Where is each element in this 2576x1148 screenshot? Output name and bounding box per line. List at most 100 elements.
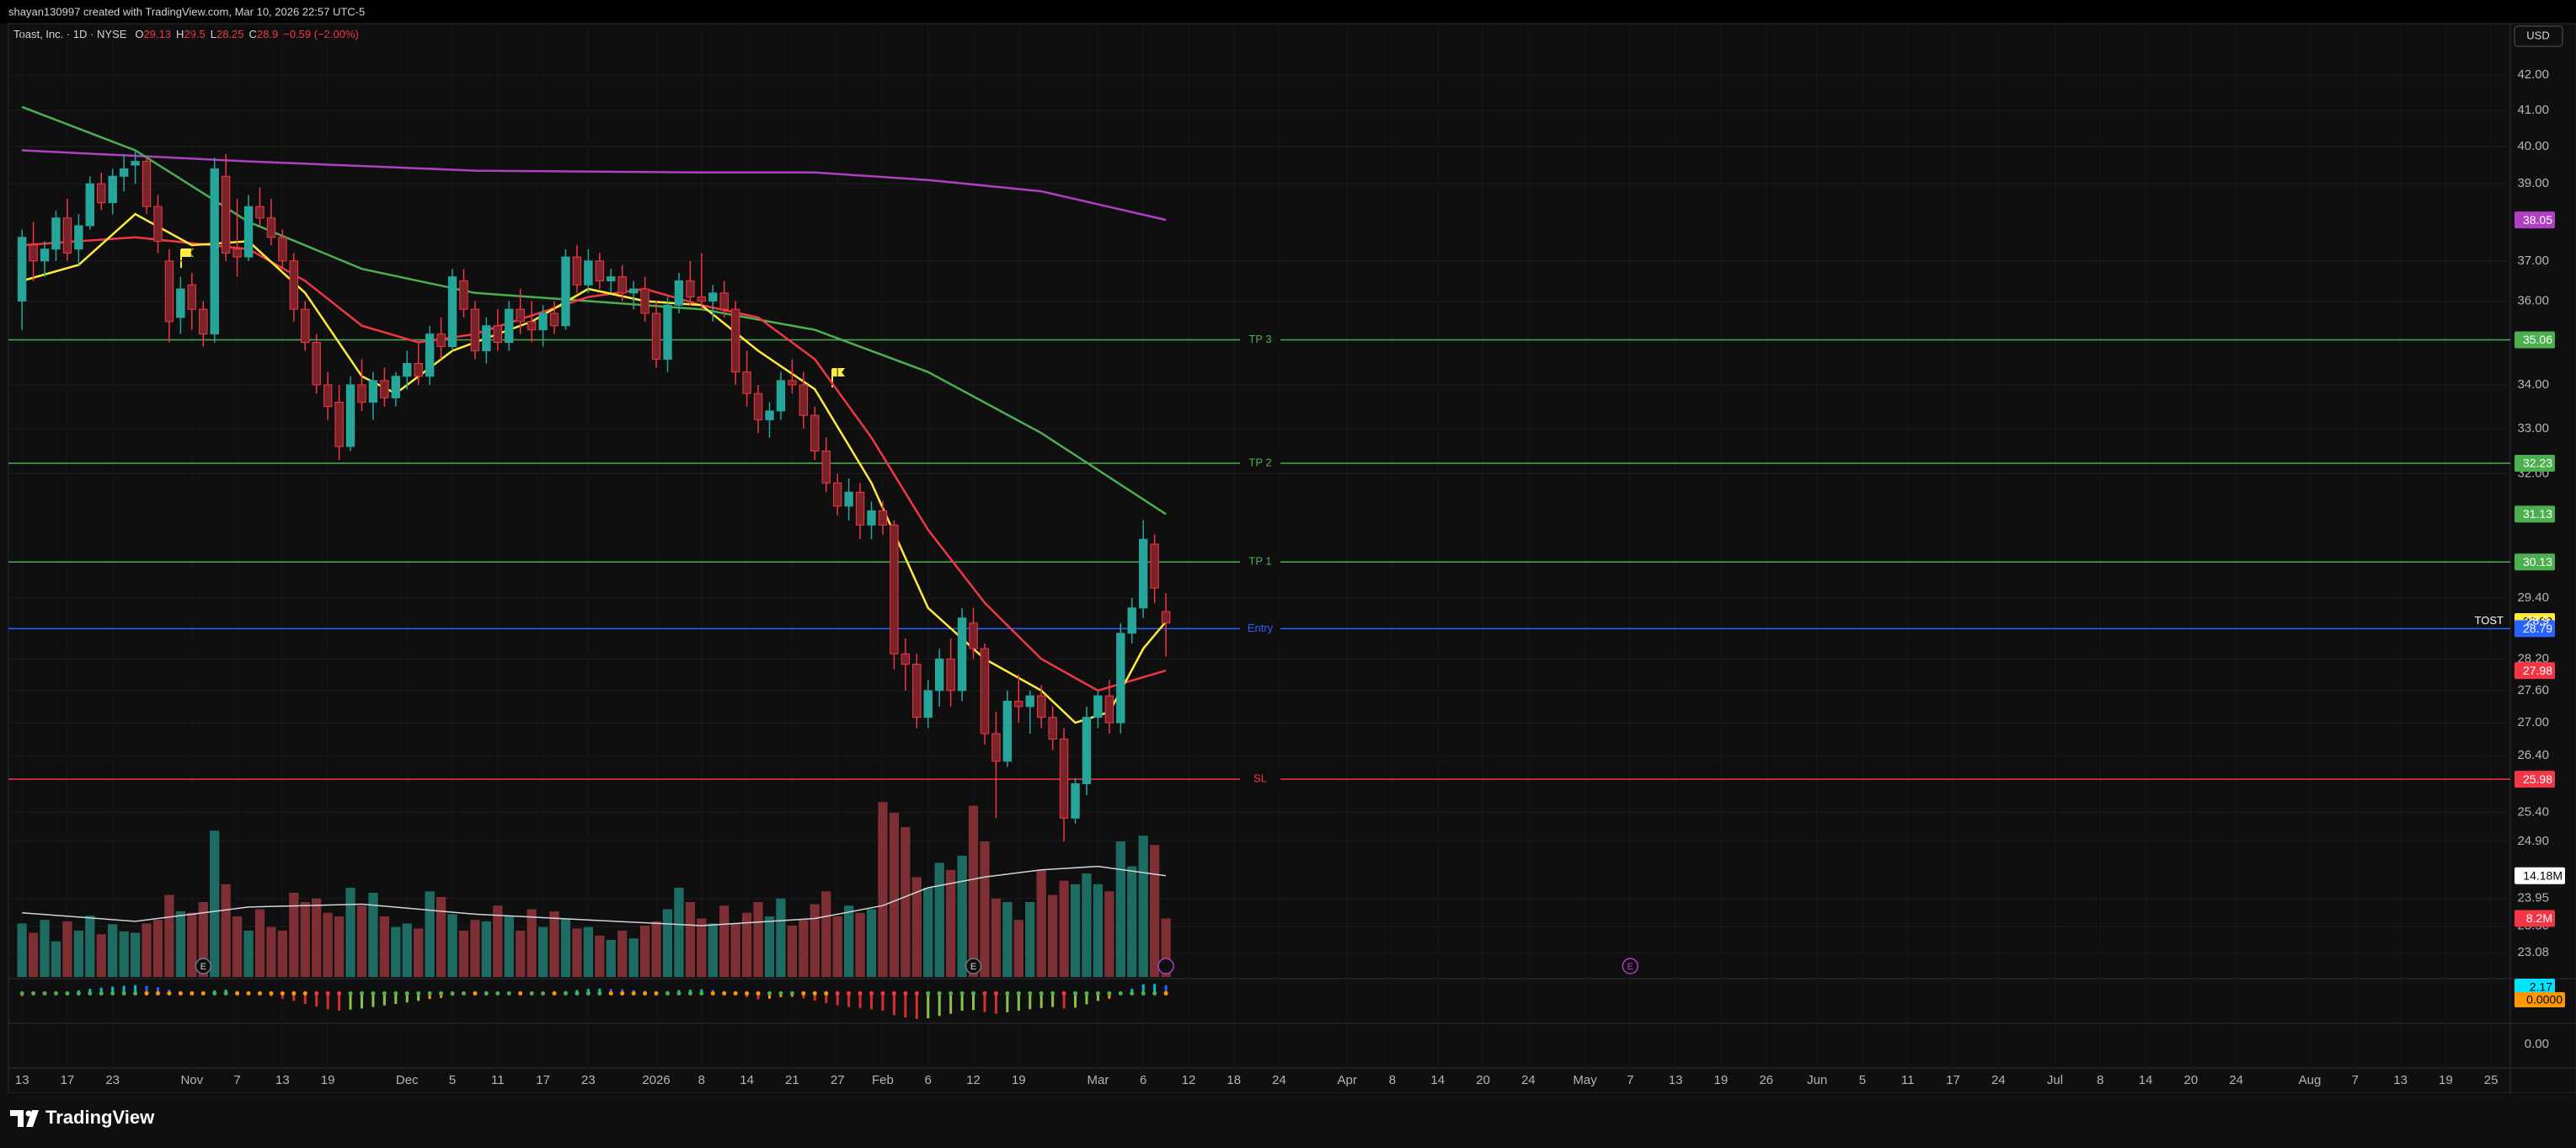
squeeze-dot (631, 990, 636, 996)
level-label: Entry (1248, 622, 1274, 634)
momentum-label: 2.17 (2530, 980, 2552, 994)
squeeze-dot (937, 990, 942, 996)
candle-body (29, 244, 38, 262)
candle-body (459, 280, 468, 310)
momentum-bar (440, 993, 443, 998)
footer-bar (0, 1093, 2576, 1144)
volume-bar (40, 920, 50, 977)
x-tick-label: May (1573, 1073, 1597, 1087)
momentum-bar (858, 993, 862, 1008)
squeeze-dot (76, 990, 81, 996)
squeeze-dot (676, 990, 681, 996)
squeeze-dot (291, 990, 297, 996)
volume-bar (425, 891, 435, 977)
squeeze-dot (495, 990, 500, 996)
volume-bar (934, 862, 944, 977)
volume-bar (855, 912, 865, 977)
squeeze-dot (608, 990, 613, 996)
x-tick-label: 24 (1272, 1073, 1286, 1087)
squeeze-dot (1005, 990, 1010, 996)
candle-body (1127, 607, 1136, 634)
candle-body (266, 217, 276, 238)
squeeze-dot (506, 990, 511, 996)
squeeze-dot (393, 990, 398, 996)
candle-body (923, 690, 933, 718)
symbol-label: TOST (2475, 614, 2504, 627)
candle-body (199, 308, 208, 335)
legend-key: C (249, 28, 257, 40)
legend-value: 28.9 (257, 28, 278, 40)
squeeze-dot (382, 990, 387, 996)
volume-bar (17, 923, 27, 977)
ma-price-label-bg (2515, 505, 2555, 523)
x-tick-label: 19 (321, 1073, 335, 1087)
momentum-bar (836, 993, 839, 1006)
momentum-bar (405, 993, 409, 1003)
ma-price-label: 38.05 (2523, 213, 2552, 227)
candle-body (890, 524, 899, 654)
signal-label: 0.0000 (2526, 993, 2563, 1007)
momentum-bar (315, 993, 318, 1007)
squeeze-dot (359, 990, 364, 996)
currency[interactable]: USD (2526, 29, 2549, 41)
momentum-bar (994, 993, 997, 1014)
candle-body (617, 276, 627, 294)
level-label-bg (1240, 332, 1280, 348)
volume-bar (119, 931, 129, 977)
squeeze-dot (1039, 990, 1044, 996)
volume-bar (152, 920, 163, 977)
volume-bar (832, 916, 842, 977)
volume-bar (481, 921, 492, 977)
squeeze-dot (756, 990, 761, 996)
volume-bar (164, 894, 174, 977)
level-label: TP 3 (1248, 333, 1271, 345)
volume-bar (799, 920, 809, 977)
candle-body (243, 206, 254, 258)
candle-body (153, 206, 163, 242)
squeeze-dot (585, 990, 591, 996)
candle-body (142, 161, 152, 207)
lower-tick-label: 0.00 (2525, 1037, 2549, 1051)
momentum-bar (1062, 993, 1066, 1009)
squeeze-dot (1016, 990, 1021, 996)
squeeze-dot (235, 990, 240, 996)
x-tick-label: 13 (2393, 1073, 2408, 1087)
y-tick-label: 27.00 (2517, 715, 2549, 729)
volume-bar (628, 938, 639, 977)
x-tick-label: 17 (61, 1073, 75, 1087)
candle-body (980, 648, 990, 734)
event-label: E (970, 962, 976, 972)
squeeze-dot (99, 990, 104, 996)
volume-bar (1115, 841, 1125, 977)
x-tick-label: 23 (105, 1073, 120, 1087)
candle-body (584, 260, 593, 286)
x-tick-label: 25 (2484, 1073, 2499, 1087)
squeeze-dot (1084, 990, 1089, 996)
x-tick-label: Jul (2047, 1073, 2063, 1087)
volume-bar (572, 928, 582, 977)
volume-bar (787, 925, 798, 977)
volume-bar (28, 932, 39, 977)
x-tick-label: 14 (1430, 1073, 1445, 1087)
volume-bar (334, 916, 345, 977)
level-label-bg (1240, 554, 1280, 570)
x-tick-label: Feb (872, 1073, 894, 1087)
y-tick-label: 42.00 (2517, 67, 2549, 82)
squeeze-dot (993, 990, 998, 996)
currency-button[interactable] (2514, 25, 2563, 47)
y-tick-label: 29.40 (2517, 590, 2549, 605)
volume-bar (1149, 845, 1160, 977)
squeeze-dot (1130, 990, 1135, 996)
volume-ma-line (22, 865, 1167, 926)
volume-bar (1013, 920, 1023, 977)
momentum-bar (802, 993, 805, 999)
volume-bar (526, 909, 537, 977)
momentum-bar (927, 993, 930, 1018)
volume-bar (810, 904, 820, 977)
x-tick-label: 17 (1946, 1073, 1960, 1087)
volume-bar (697, 918, 707, 977)
squeeze-dot (314, 990, 319, 996)
volume-bar (210, 830, 220, 977)
volume-bar (595, 935, 605, 977)
squeeze-dot (337, 990, 342, 996)
